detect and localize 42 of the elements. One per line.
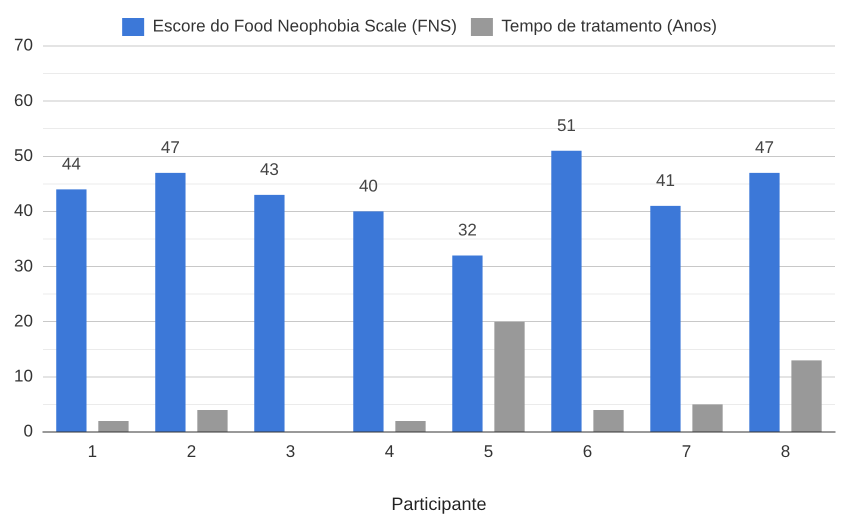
y-tick-label: 70: [14, 36, 33, 55]
bar: [98, 420, 129, 432]
x-tick-label: 1: [88, 442, 98, 461]
legend-label: Tempo de tratamento (Anos): [501, 16, 717, 36]
x-tick-label: 5: [484, 442, 494, 461]
bar: [155, 172, 186, 432]
data-label: 32: [458, 220, 477, 240]
data-label: 43: [260, 160, 279, 180]
y-tick-label: 60: [14, 90, 33, 110]
bar: [692, 404, 723, 432]
data-label: 40: [358, 176, 378, 196]
bar: [353, 211, 384, 432]
y-tick-label: 20: [14, 311, 33, 330]
data-label: 47: [160, 138, 180, 158]
data-label: 41: [656, 171, 675, 190]
y-tick-label: 30: [14, 256, 33, 276]
y-tick-label: 0: [23, 422, 33, 441]
bar: [593, 410, 624, 432]
x-tick-label: 4: [384, 442, 394, 461]
bar: [551, 150, 582, 432]
x-tick-label: 8: [780, 442, 790, 461]
x-tick-label: 7: [682, 442, 692, 461]
y-tick-label: 50: [14, 146, 33, 165]
data-label: 47: [754, 138, 774, 158]
x-axis-title: Participante: [391, 494, 486, 514]
legend-label: Escore do Food Neophobia Scale (FNS): [152, 16, 457, 36]
x-tick-label: 3: [286, 442, 296, 461]
bar: [749, 172, 780, 432]
bar: [494, 322, 525, 432]
data-label: 44: [62, 154, 81, 174]
bar: [791, 360, 822, 432]
bar: [650, 206, 681, 432]
bar: [395, 420, 426, 432]
bar: [254, 194, 285, 432]
bar: [56, 189, 87, 432]
x-tick-label: 2: [186, 442, 196, 461]
bar: [452, 256, 483, 432]
data-label: 51: [556, 116, 576, 135]
y-tick-label: 10: [14, 366, 33, 386]
y-tick-label: 40: [14, 201, 33, 220]
x-tick-label: 6: [582, 442, 592, 461]
bar: [197, 410, 228, 432]
